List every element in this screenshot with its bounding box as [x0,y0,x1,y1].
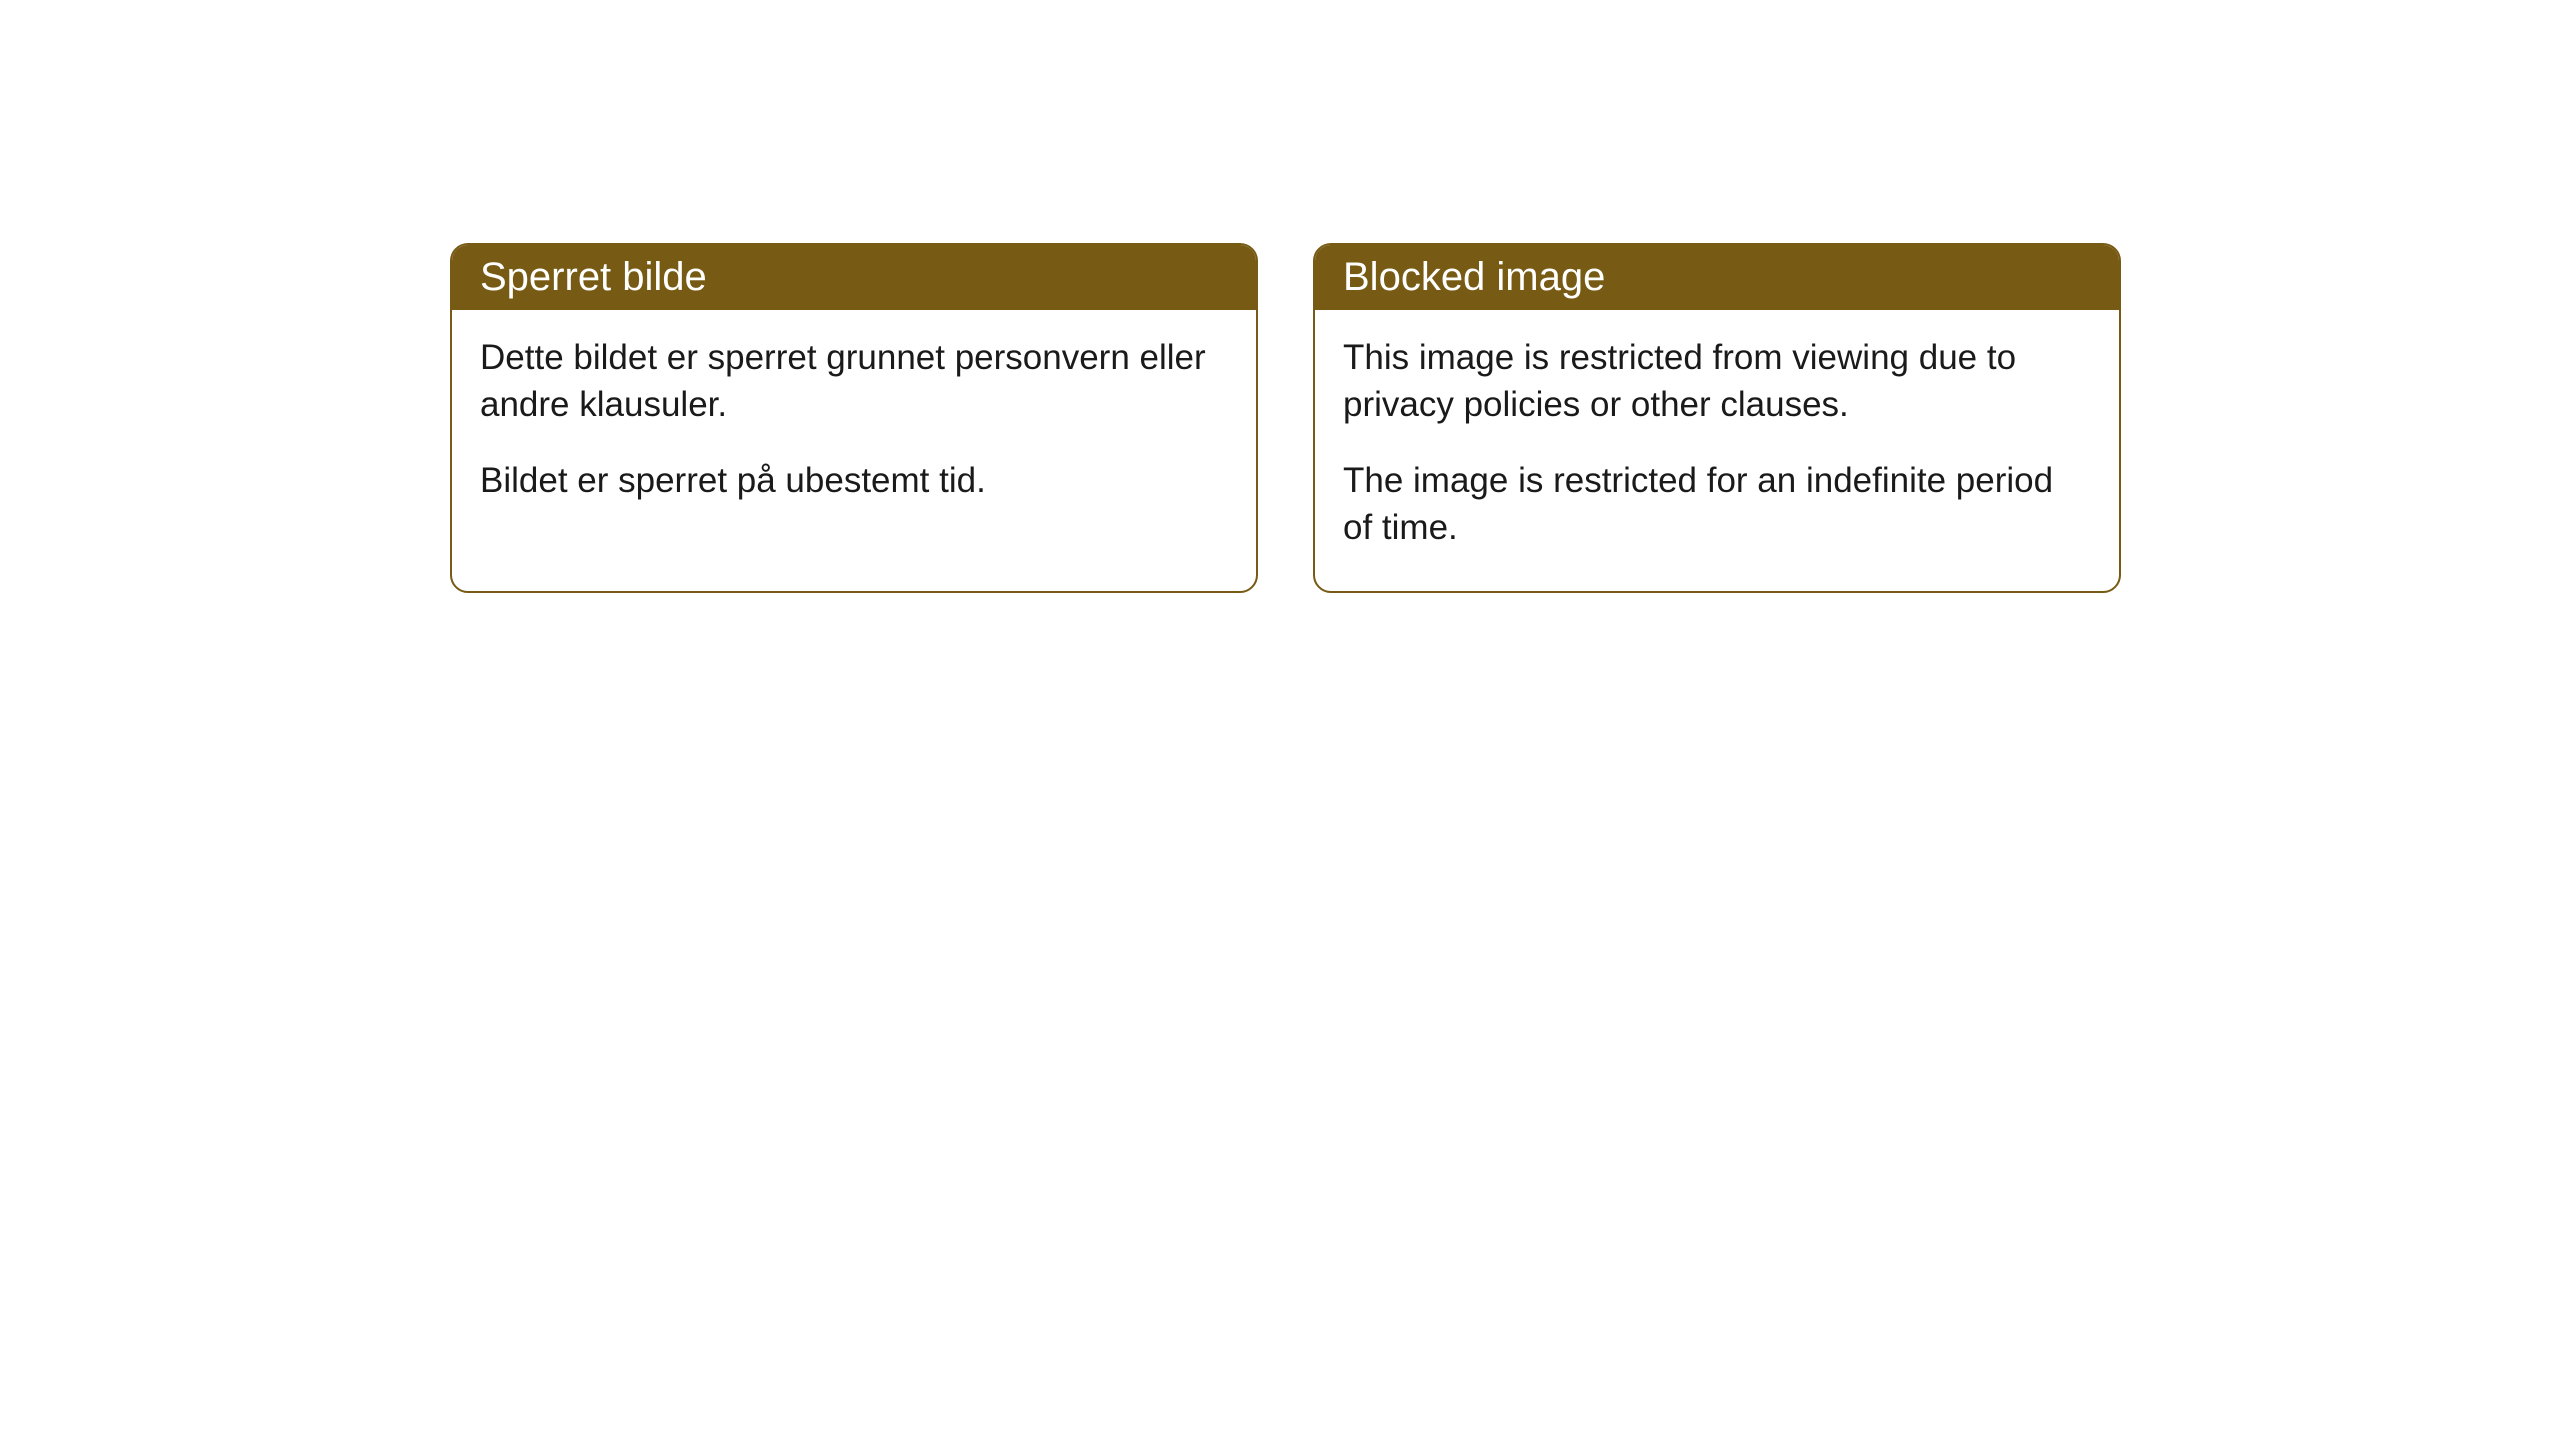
blocked-image-card-norwegian: Sperret bilde Dette bildet er sperret gr… [450,243,1258,593]
card-header: Sperret bilde [452,245,1256,310]
blocked-image-card-english: Blocked image This image is restricted f… [1313,243,2121,593]
card-body: This image is restricted from viewing du… [1315,310,2119,591]
card-body: Dette bildet er sperret grunnet personve… [452,310,1256,544]
card-paragraph: The image is restricted for an indefinit… [1343,457,2091,552]
card-header: Blocked image [1315,245,2119,310]
card-title: Sperret bilde [480,255,707,299]
card-paragraph: Dette bildet er sperret grunnet personve… [480,334,1228,429]
card-title: Blocked image [1343,255,1605,299]
cards-container: Sperret bilde Dette bildet er sperret gr… [450,243,2121,593]
card-paragraph: This image is restricted from viewing du… [1343,334,2091,429]
card-paragraph: Bildet er sperret på ubestemt tid. [480,457,1228,504]
